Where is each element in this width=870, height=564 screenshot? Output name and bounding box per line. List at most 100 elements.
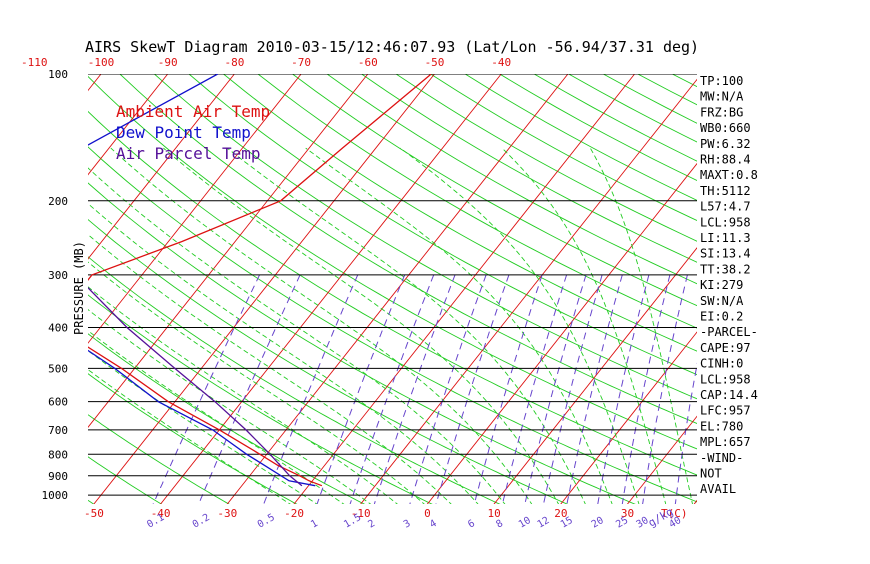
moist-adiabat-line: [400, 148, 639, 506]
mixing-ratio-line: [263, 275, 358, 506]
top-temperature-tick-label: -60: [358, 56, 378, 69]
sounding-index: SI:13.4: [700, 247, 751, 261]
mixing-ratio-tick-label: 3: [402, 518, 413, 531]
top-temperature-tick-label: -50: [425, 56, 445, 69]
sounding-index: AVAIL: [700, 482, 736, 496]
dry-adiabat-line: [189, 74, 870, 506]
bottom-temperature-tick-label: 0: [424, 507, 431, 520]
sounding-index: RH:88.4: [700, 153, 751, 167]
moist-adiabat-line: [0, 148, 293, 506]
mixing-ratio-tick-label: 1: [309, 518, 320, 531]
sounding-index: EL:780: [700, 419, 743, 433]
mixing-ratio-tick-label: 0.2: [191, 512, 212, 531]
mixing-ratio-tick-label: 2: [366, 518, 377, 531]
pressure-tick-label: 300: [48, 269, 68, 282]
moist-adiabat-line: [306, 148, 613, 506]
mixing-ratio-tick-label: 10: [517, 515, 533, 531]
top-temperature-tick-label: -90: [158, 56, 178, 69]
sounding-index: FRZ:BG: [700, 105, 743, 119]
pressure-tick-label: 400: [48, 322, 68, 335]
isotherm-line: [493, 74, 835, 506]
sounding-index: MW:N/A: [700, 90, 744, 104]
mixing-ratio-line: [543, 275, 602, 506]
mixing-ratio-line: [317, 275, 405, 506]
sounding-index: CINH:0: [700, 357, 743, 371]
bottom-temperature-tick-label: -30: [217, 507, 237, 520]
sounding-index: -WIND-: [700, 451, 743, 465]
mixing-ratio-line: [567, 275, 623, 506]
sounding-index: EI:0.2: [700, 310, 743, 324]
mixing-ratio-line: [350, 275, 434, 506]
sounding-index: KI:279: [700, 278, 743, 292]
pressure-tick-label: 500: [48, 362, 68, 375]
sounding-index: CAP:14.4: [700, 388, 758, 402]
dry-adiabat-line: [258, 74, 870, 506]
top-temperature-tick-label: -100: [88, 56, 115, 69]
sounding-index: NOT: [700, 467, 722, 481]
dry-adiabat-line: [224, 74, 870, 506]
sounding-indices-panel: TP:100MW:N/AFRZ:BGWB0:660PW:6.32RH:88.4M…: [700, 74, 758, 496]
pressure-tick-label: 100: [48, 68, 68, 81]
isotherm-line: [760, 74, 870, 506]
mixing-ratio-tick-label: 20: [590, 515, 606, 531]
mixing-ratio-tick-label: 6: [466, 518, 477, 531]
pressure-tick-label: 1000: [42, 489, 69, 502]
top-temperature-axis: -120-110-100-90-80-70-60-50-40: [0, 56, 511, 69]
pressure-tick-label: 800: [48, 448, 68, 461]
sounding-index: L57:4.7: [700, 200, 751, 214]
legend-entry: Air Parcel Temp: [116, 144, 261, 163]
mixing-ratio-tick-label: 4: [428, 518, 439, 531]
bottom-temperature-tick-label: -50: [84, 507, 104, 520]
sounding-index: LCL:958: [700, 215, 751, 229]
dry-adiabat-line: [638, 74, 870, 506]
dry-adiabat-line: [465, 74, 870, 506]
mixing-ratio-line: [642, 275, 687, 506]
pressure-tick-labels: 100 200 300 400 500 600 700 800 900 1000: [42, 68, 69, 502]
mixing-ratio-line: [622, 275, 670, 506]
dry-adiabat-line: [154, 74, 870, 506]
sounding-index: LI:11.3: [700, 231, 751, 245]
moist-adiabats: [0, 148, 693, 506]
mixing-ratio-line: [436, 275, 509, 506]
chart-title: AIRS SkewT Diagram 2010-03-15/12:46:07.9…: [85, 38, 699, 56]
legend-entry: Dew Point Temp: [116, 123, 251, 142]
isotherm-line: [359, 74, 701, 506]
legend-entry: Ambient Air Temp: [116, 102, 270, 121]
moist-adiabat-line: [30, 148, 480, 506]
dry-adiabat-line: [741, 74, 870, 506]
sounding-index: -PARCEL-: [700, 325, 758, 339]
sounding-index: PW:6.32: [700, 137, 751, 151]
moist-adiabat-line: [163, 148, 559, 506]
mixing-ratio-tick-label: 12: [536, 515, 552, 531]
sounding-index: TT:38.2: [700, 262, 751, 276]
dry-adiabat-line: [0, 74, 639, 506]
y-axis-label: PRESSURE (MB): [72, 241, 86, 335]
pressure-tick-label: 200: [48, 195, 68, 208]
bottom-temperature-tick-label: -20: [284, 507, 304, 520]
top-temperature-tick-label: -70: [291, 56, 311, 69]
sounding-index: TP:100: [700, 74, 743, 88]
moist-adiabat-line: [227, 148, 586, 506]
pressure-tick-label: 900: [48, 470, 68, 483]
pressure-tick-label: 600: [48, 396, 68, 409]
mixing-ratio-tick-label: 0.5: [256, 512, 277, 531]
sounding-index: MPL:657: [700, 435, 751, 449]
sounding-index: CAPE:97: [700, 341, 751, 355]
top-temperature-tick-label: -80: [224, 56, 244, 69]
sounding-index: TH:5112: [700, 184, 751, 198]
mixing-ratio-tick-label: 8: [494, 518, 505, 531]
isotherm-line: [0, 74, 34, 506]
sounding-index: LFC:957: [700, 404, 751, 418]
sounding-index: LCL:958: [700, 372, 751, 386]
pressure-tick-label: 700: [48, 424, 68, 437]
isotherm-line: [293, 74, 635, 506]
legend: Ambient Air Temp Dew Point Temp Air Parcel…: [116, 102, 270, 163]
top-temperature-tick-label: -40: [491, 56, 511, 69]
moist-adiabat-line: [111, 148, 533, 506]
sounding-index: SW:N/A: [700, 294, 744, 308]
sounding-index: WB0:660: [700, 121, 751, 135]
top-temperature-tick-label: -110: [21, 56, 48, 69]
sounding-index: MAXT:0.8: [700, 168, 758, 182]
